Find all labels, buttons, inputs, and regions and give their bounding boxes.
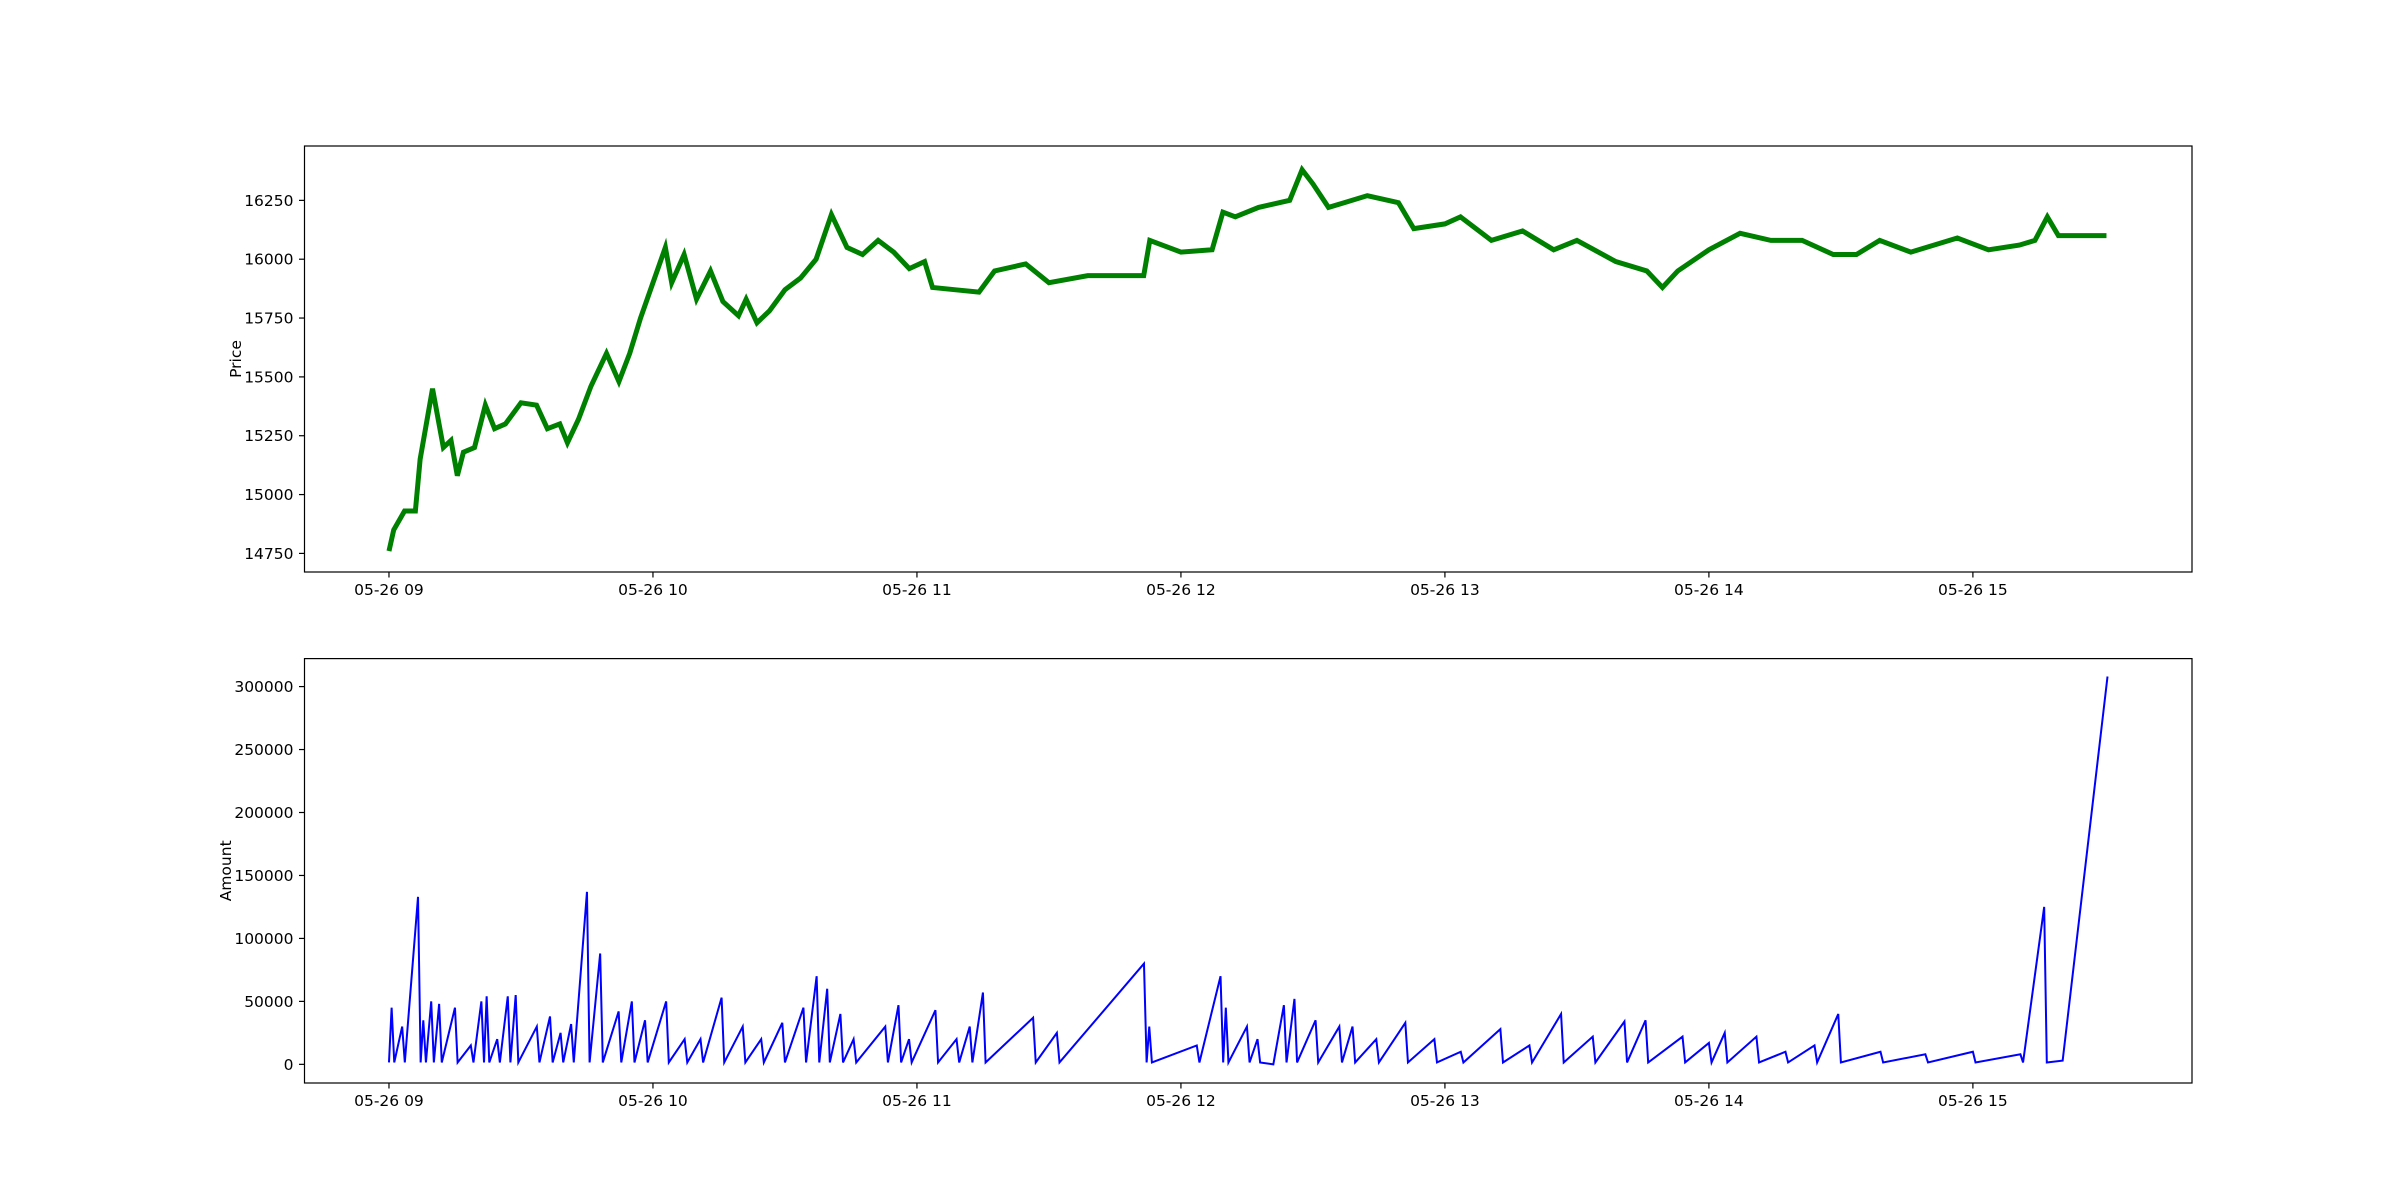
data-line (386, 164, 2107, 552)
y-tick-label: 300000 (234, 678, 293, 696)
y-tick-label: 15750 (244, 310, 293, 328)
y-tick-label: 200000 (234, 804, 293, 822)
y-tick-label: 16250 (244, 192, 293, 210)
x-tick-label: 05-26 09 (354, 1092, 424, 1110)
y-tick-label: 50000 (244, 993, 293, 1011)
y-axis-label: Price (227, 340, 245, 378)
x-tick-label: 05-26 11 (882, 1092, 952, 1110)
x-tick-label: 05-26 12 (1146, 1092, 1216, 1110)
x-tick-label: 05-26 14 (1674, 581, 1744, 599)
plot-area (387, 676, 2109, 1067)
axes-frame (303, 657, 2193, 1084)
data-line (387, 676, 2109, 1067)
x-tick-label: 05-26 10 (618, 581, 688, 599)
y-tick-label: 250000 (234, 741, 293, 759)
y-tick-label: 15250 (244, 427, 293, 445)
y-tick-label: 15000 (244, 486, 293, 504)
x-tick-label: 05-26 15 (1938, 581, 2008, 599)
x-tick-label: 05-26 15 (1938, 1092, 2008, 1110)
x-tick-label: 05-26 11 (882, 581, 952, 599)
y-axis-label: Amount (217, 840, 235, 901)
x-tick-label: 05-26 10 (618, 1092, 688, 1110)
x-tick-label: 05-26 12 (1146, 581, 1216, 599)
x-tick-label: 05-26 13 (1410, 1092, 1480, 1110)
plot-area (386, 164, 2107, 552)
y-tick-label: 0 (284, 1056, 294, 1074)
axes-frame (303, 145, 2193, 573)
y-tick-label: 150000 (234, 867, 293, 885)
x-tick-label: 05-26 13 (1410, 581, 1480, 599)
y-tick-label: 16000 (244, 251, 293, 269)
x-tick-label: 05-26 14 (1674, 1092, 1744, 1110)
y-tick-label: 100000 (234, 930, 293, 948)
x-tick-label: 05-26 09 (354, 581, 424, 599)
y-tick-label: 14750 (244, 545, 293, 563)
y-tick-label: 15500 (244, 368, 293, 386)
